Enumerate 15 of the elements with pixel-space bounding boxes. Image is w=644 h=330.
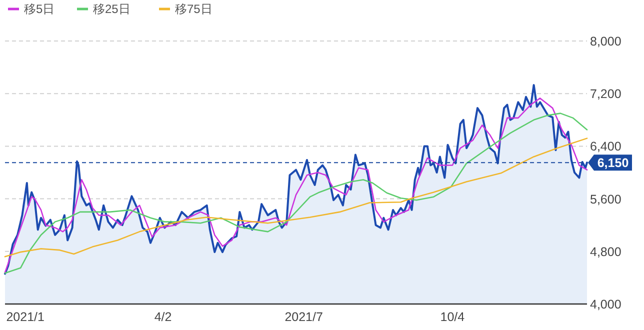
y-tick-label: 7,200 xyxy=(590,87,622,102)
y-tick-label: 4,800 xyxy=(590,244,622,259)
x-tick-label: 10/4 xyxy=(440,310,465,324)
legend-label: 移5日 xyxy=(24,2,55,16)
y-tick-label: 4,000 xyxy=(590,298,622,312)
legend-label: 移25日 xyxy=(93,2,130,16)
ref-line-label: 6,150 xyxy=(597,156,629,170)
y-tick-label: 8,000 xyxy=(590,34,622,48)
y-tick-label: 6,400 xyxy=(590,140,622,154)
x-tick-label: 2021/7 xyxy=(284,310,323,324)
y-tick-label: 5,600 xyxy=(590,192,622,206)
x-tick-label: 2021/1 xyxy=(6,310,44,324)
line-series xyxy=(4,138,588,258)
x-tick-label: 4/2 xyxy=(154,310,172,324)
legend-label: 移75日 xyxy=(175,2,212,16)
